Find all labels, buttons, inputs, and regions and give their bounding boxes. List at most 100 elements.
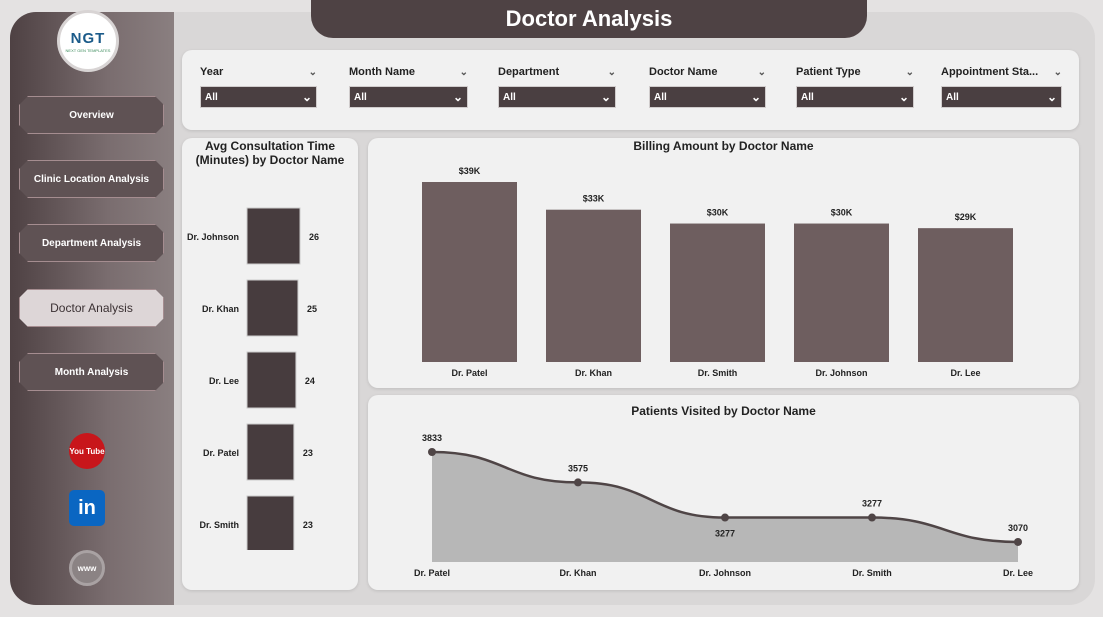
linkedin-text: in (78, 496, 96, 519)
select-value: All (503, 91, 516, 103)
data-label: $30K (707, 208, 729, 218)
data-label: 3070 (1008, 523, 1028, 533)
category-label: Dr. Johnson (187, 232, 239, 242)
data-label: 23 (303, 448, 313, 458)
filters-panel (182, 50, 1079, 130)
data-label: 26 (309, 232, 319, 242)
category-label: Dr. Johnson (699, 568, 751, 578)
doctor-select[interactable]: All ⌄ (649, 86, 766, 108)
appointment-status-select[interactable]: All ⌄ (941, 86, 1062, 108)
linkedin-icon[interactable]: in (69, 490, 105, 526)
dropdown-arrow-icon: ⌄ (1046, 90, 1057, 104)
chevron-down-icon[interactable]: ⌄ (1053, 66, 1062, 78)
billing-title: Billing Amount by Doctor Name (633, 139, 814, 153)
filter-appointment-status: Appointment Sta... ⌄ All ⌄ (941, 62, 1062, 108)
data-label: 3277 (862, 499, 882, 509)
nav-label: Overview (69, 109, 114, 121)
chevron-down-icon[interactable]: ⌄ (459, 66, 468, 78)
data-label: 3575 (568, 463, 588, 473)
category-label: Dr. Lee (950, 368, 980, 378)
category-label: Dr. Patel (451, 368, 487, 378)
data-label: 24 (305, 376, 315, 386)
patient-type-select[interactable]: All ⌄ (796, 86, 914, 108)
category-label: Dr. Smith (199, 520, 239, 530)
category-label: Dr. Khan (575, 368, 612, 378)
avg-consultation-chart: Dr. Johnson 26 Dr. Khan 25 Dr. Lee 24 Dr. Pate… (187, 207, 319, 550)
filter-label: Appointment Sta... (941, 66, 1039, 78)
patients-title: Patients Visited by Doctor Name (631, 404, 816, 418)
chevron-down-icon[interactable]: ⌄ (905, 66, 914, 78)
data-point (721, 513, 729, 522)
chevron-down-icon[interactable]: ⌄ (308, 66, 317, 78)
bar (246, 495, 295, 550)
data-label: $29K (955, 212, 977, 222)
select-value: All (654, 91, 667, 103)
filter-doctor-name: Doctor Name ⌄ All ⌄ (649, 62, 766, 108)
bar (246, 423, 295, 481)
title-bar: Doctor Analysis (311, 0, 867, 38)
select-value: All (801, 91, 814, 103)
filter-label: Doctor Name (649, 66, 718, 78)
youtube-icon[interactable]: You Tube (69, 433, 105, 469)
bar (422, 182, 517, 362)
bar (246, 207, 301, 265)
data-point (1014, 537, 1022, 546)
nav-doctor-analysis[interactable]: Doctor Analysis (19, 289, 164, 327)
dropdown-arrow-icon: ⌄ (898, 90, 909, 104)
filter-department: Department ⌄ All ⌄ (498, 62, 616, 108)
category-label: Dr. Patel (203, 448, 239, 458)
data-label: $30K (831, 208, 853, 218)
ngt-logo[interactable]: NGT NEXT GEN TEMPLATES (57, 10, 119, 72)
year-select[interactable]: All ⌄ (200, 86, 317, 108)
nav-month-analysis[interactable]: Month Analysis (19, 353, 164, 391)
month-select[interactable]: All ⌄ (349, 86, 468, 108)
data-label: 3277 (715, 529, 735, 539)
nav-clinic-location-analysis[interactable]: Clinic Location Analysis (19, 160, 164, 198)
logo-subtext: NEXT GEN TEMPLATES (65, 47, 111, 53)
category-label: Dr. Khan (202, 304, 239, 314)
filter-label: Month Name (349, 66, 415, 78)
bar (670, 223, 765, 362)
website-icon[interactable]: www (69, 550, 105, 586)
filter-patient-type: Patient Type ⌄ All ⌄ (796, 62, 914, 108)
data-label: $39K (459, 166, 481, 176)
avg-consultation-title: Avg Consultation Time (Minutes) by Docto… (195, 139, 345, 167)
filter-label: Year (200, 66, 224, 78)
dropdown-arrow-icon: ⌄ (750, 90, 761, 104)
nav-department-analysis[interactable]: Department Analysis (19, 224, 164, 262)
category-label: Dr. Johnson (815, 368, 867, 378)
category-label: Dr. Smith (852, 568, 892, 578)
bar (546, 209, 641, 362)
billing-chart: $39K Dr. Patel $33K Dr. Khan $30K Dr. Smith $3… (422, 166, 1013, 378)
page-title: Doctor Analysis (505, 6, 673, 31)
select-value: All (354, 91, 367, 103)
select-value: All (946, 91, 959, 103)
filter-label: Patient Type (796, 66, 861, 78)
filter-label: Department (498, 66, 560, 78)
bar (918, 228, 1013, 362)
bar (246, 279, 299, 337)
data-label: 23 (303, 520, 313, 530)
data-point (868, 513, 876, 522)
bar (246, 351, 297, 409)
data-label: 3833 (422, 433, 442, 443)
nav-label: Month Analysis (54, 366, 129, 378)
nav-overview[interactable]: Overview (19, 96, 164, 134)
data-label: $33K (583, 194, 605, 204)
data-point (574, 478, 582, 487)
data-label: 25 (307, 304, 317, 314)
chevron-down-icon[interactable]: ⌄ (607, 66, 616, 78)
area-fill (432, 452, 1018, 562)
dropdown-arrow-icon: ⌄ (452, 90, 463, 104)
youtube-text: You Tube (69, 446, 105, 456)
category-label: Dr. Khan (559, 568, 596, 578)
filter-year: Year ⌄ All ⌄ (200, 62, 317, 108)
chevron-down-icon[interactable]: ⌄ (757, 66, 766, 78)
dropdown-arrow-icon: ⌄ (301, 90, 312, 104)
category-label: Dr. Lee (209, 376, 239, 386)
department-select[interactable]: All ⌄ (498, 86, 616, 108)
logo-text: NGT (70, 29, 106, 47)
patients-chart: 3833 Dr. Patel 3575 Dr. Khan 3277 Dr. Johnson… (414, 433, 1033, 578)
filter-month-name: Month Name ⌄ All ⌄ (349, 62, 468, 108)
data-point (428, 448, 436, 457)
